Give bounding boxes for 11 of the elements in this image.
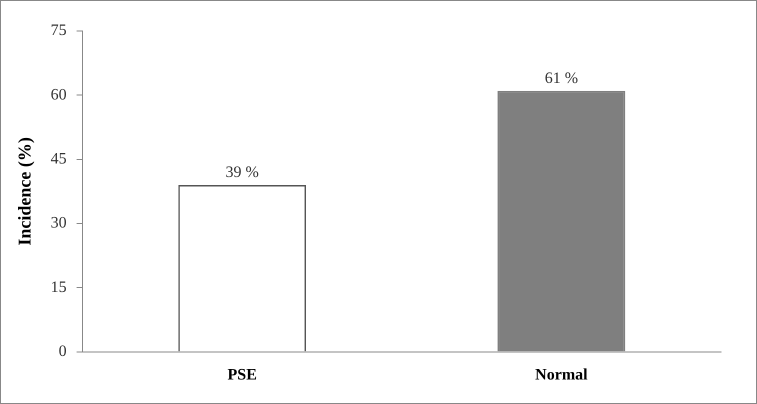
y-tick-label: 45 (50, 150, 67, 168)
x-tick-label: Normal (535, 366, 588, 384)
data-label: 61 % (544, 70, 578, 88)
y-tick-label: 15 (50, 278, 67, 296)
y-axis-title: Incidence (%) (14, 137, 34, 246)
data-label: 39 % (226, 164, 259, 182)
x-tick-label: PSE (228, 366, 257, 384)
y-tick-label: 60 (50, 86, 67, 104)
y-tick-label: 30 (50, 214, 67, 232)
y-tick-label: 0 (58, 343, 67, 360)
y-tick-label: 75 (50, 22, 67, 40)
